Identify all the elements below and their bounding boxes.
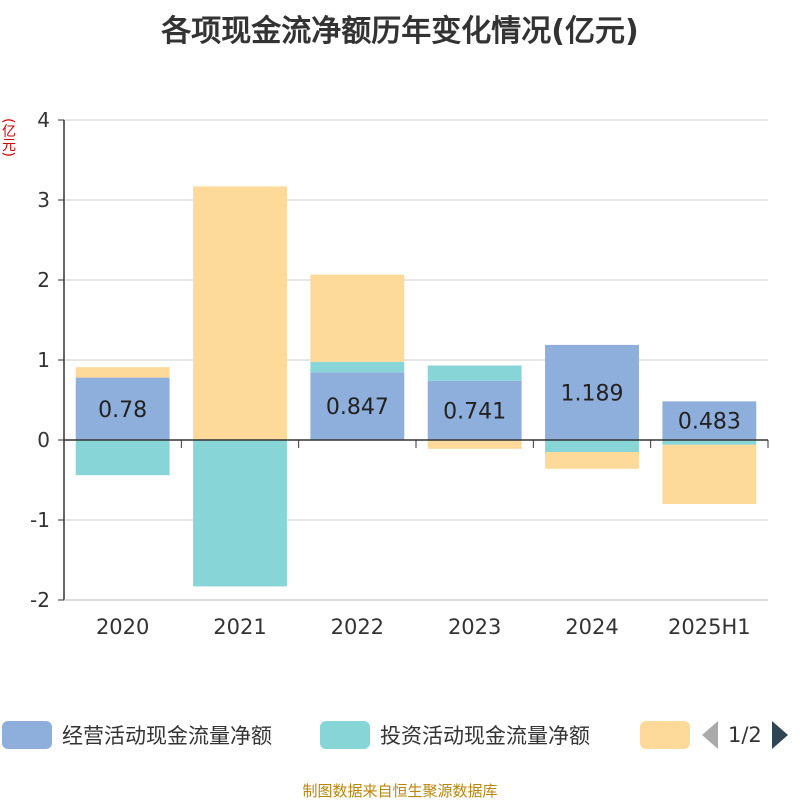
legend-label-investing: 投资活动现金流量净额: [380, 724, 590, 748]
legend-item-financing[interactable]: [640, 713, 700, 757]
data-source-note: 制图数据来自恒生聚源数据库: [302, 782, 498, 800]
bar-series-0-2025H1: [662, 401, 757, 440]
bars: [75, 186, 757, 587]
bar-series-2-2023: [427, 440, 522, 449]
bar-series-0-2023: [427, 380, 522, 440]
bar-series-1-2024: [545, 440, 639, 452]
bar-series-1-2023: [427, 365, 522, 381]
x-tick-label: 2021: [213, 615, 266, 639]
x-tick-label: 2023: [448, 615, 501, 639]
gridlines: [64, 119, 768, 601]
y-axis-unit-label: (亿元): [0, 118, 16, 157]
y-tick-label: 4: [37, 108, 50, 132]
legend-swatch-operating: [2, 721, 52, 749]
x-tick-label: 2020: [96, 615, 149, 639]
legend-item-operating[interactable]: 经营活动现金流量净额: [2, 713, 272, 757]
legend-prev-page-icon[interactable]: [702, 721, 718, 749]
data-label-operating: 0.741: [443, 399, 506, 424]
legend-next-page-icon[interactable]: [771, 721, 788, 749]
data-label-operating: 0.847: [326, 395, 389, 420]
bar-series-0-2020: [75, 377, 170, 440]
x-tick-label: 2022: [331, 615, 384, 639]
y-tick-label: 1: [37, 348, 50, 372]
bar-series-2-2024: [545, 452, 639, 469]
bar-series-2-2021: [193, 186, 287, 440]
y-tick-label: 2: [37, 268, 50, 292]
axes: -2 -1 0 1 2 3 4 2020 2021 2022 2023 2024 2025H1: [30, 108, 769, 639]
bar-series-2-2020: [75, 367, 170, 378]
bar-series-1-2025H1: [662, 440, 757, 445]
data-labels: 0.78 0.847 0.741 1.189 0.483: [98, 381, 741, 434]
bar-series-0-2022: [310, 372, 405, 440]
data-label-operating: 0.78: [98, 398, 147, 423]
bar-series-0-2024: [545, 344, 639, 440]
bar-series-2-2022: [310, 274, 405, 362]
stacked-bar-chart: -2 -1 0 1 2 3 4 2020 2021 2022 2023 2024 2025H1 0.78…: [30, 108, 769, 639]
y-tick-label: -2: [30, 588, 50, 612]
legend-label-operating: 经营活动现金流量净额: [62, 724, 272, 748]
data-label-operating: 1.189: [561, 381, 624, 406]
chart-title: 各项现金流净额历年变化情况(亿元): [161, 14, 639, 49]
bar-series-1-2022: [310, 361, 405, 373]
y-tick-label: -1: [30, 508, 50, 532]
legend-pager: 1/2: [702, 713, 788, 757]
x-tick-label: 2025H1: [668, 615, 751, 639]
bar-series-1-2020: [75, 440, 170, 476]
legend-swatch-investing: [320, 721, 370, 749]
legend: 经营活动现金流量净额 投资活动现金流量净额 1/2: [0, 713, 800, 757]
bar-series-2-2025H1: [662, 444, 757, 504]
data-label-operating: 0.483: [678, 410, 741, 435]
bar-series-1-2021: [193, 440, 287, 587]
x-tick-label: 2024: [565, 615, 618, 639]
legend-page-indicator: 1/2: [728, 723, 762, 747]
legend-item-investing[interactable]: 投资活动现金流量净额: [320, 713, 590, 757]
y-tick-label: 0: [37, 428, 50, 452]
legend-swatch-financing: [640, 721, 690, 749]
y-tick-label: 3: [37, 188, 50, 212]
